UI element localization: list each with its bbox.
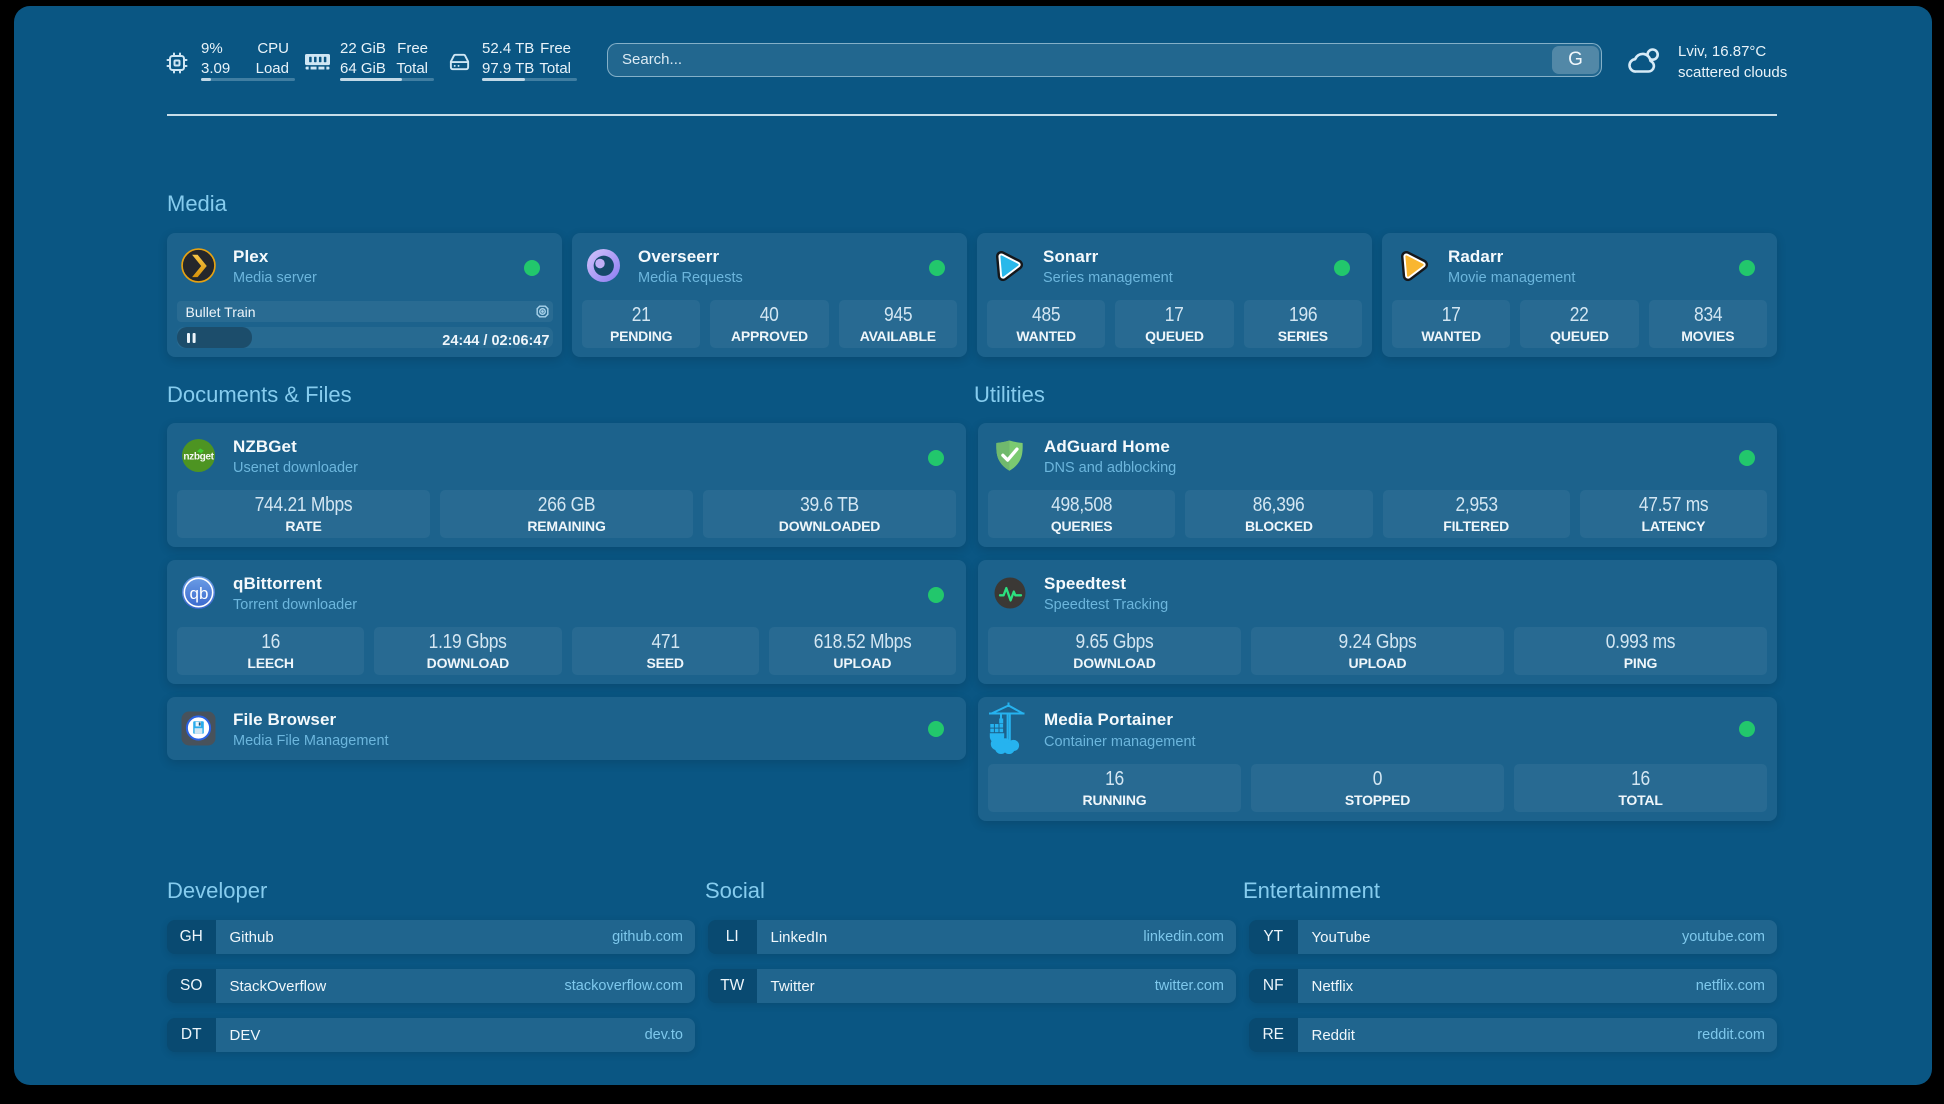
svg-text:nzbget: nzbget (183, 452, 214, 463)
svg-text:qb: qb (190, 584, 209, 603)
